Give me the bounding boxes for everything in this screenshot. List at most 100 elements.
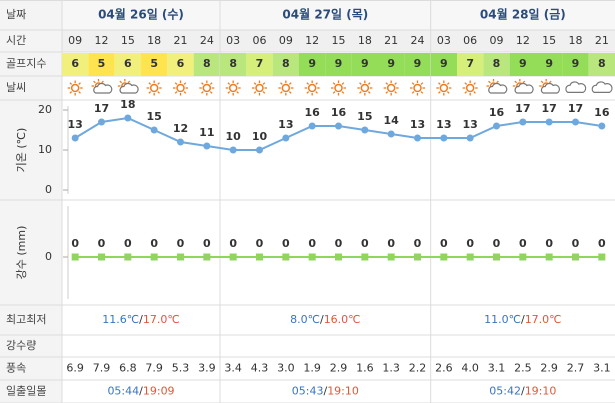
time-label: 12 <box>305 34 319 47</box>
data-label: 18 <box>120 98 135 111</box>
separator: / <box>139 313 143 326</box>
time-label: 03 <box>437 34 451 47</box>
sun <box>386 83 396 93</box>
sun-ray <box>127 80 131 84</box>
y-tick-label: 10 <box>38 143 52 156</box>
sun-ray <box>341 82 345 85</box>
sun-ray <box>157 91 160 94</box>
golf-cell <box>430 53 457 76</box>
golf-cell <box>457 53 484 76</box>
time-label: 21 <box>384 34 398 47</box>
wind-speed: 1.9 <box>303 362 321 375</box>
time-label: 18 <box>358 34 372 47</box>
point <box>387 130 395 138</box>
day-header: 04월 27일 (목) <box>282 7 368 22</box>
sun-ray <box>540 80 544 84</box>
point <box>177 253 184 261</box>
data-label: 0 <box>519 237 527 250</box>
wind-speed: 6.9 <box>66 362 84 375</box>
sun-ray <box>306 91 310 94</box>
sun-ray <box>522 80 526 84</box>
golf-cell <box>483 53 510 76</box>
sun-ray <box>119 80 123 84</box>
data-label: 0 <box>177 237 185 250</box>
data-label: 17 <box>542 102 557 115</box>
data-label: 16 <box>594 106 610 119</box>
sun-ray <box>227 91 231 94</box>
data-label: 17 <box>515 102 530 115</box>
golf-cell <box>114 53 141 76</box>
wind-speed: 4.3 <box>251 362 269 375</box>
point <box>414 253 421 261</box>
sun-ray <box>420 91 424 94</box>
y-tick-label: 0 <box>45 183 52 196</box>
sun-ray <box>438 82 441 85</box>
time-label: 15 <box>121 34 135 47</box>
sun-ray <box>359 82 362 85</box>
golf-index: 7 <box>256 57 264 70</box>
data-label: 0 <box>572 237 580 250</box>
data-label: 12 <box>173 122 188 135</box>
sun <box>70 83 80 93</box>
sun-ray <box>446 82 450 85</box>
data-label: 0 <box>466 237 474 250</box>
sun-ray <box>394 82 397 85</box>
min-max-temp: 11.6℃/17.0℃ <box>102 313 179 326</box>
data-label: 0 <box>124 237 132 250</box>
wind-speed: 6.8 <box>119 362 137 375</box>
sun-ray <box>78 91 81 94</box>
sunrise: 05:42 <box>489 385 521 398</box>
data-label: 17 <box>94 102 109 115</box>
point <box>335 122 342 130</box>
sunrise-sunset: 05:43/19:10 <box>292 385 359 398</box>
max-temp: 17.0℃ <box>525 313 562 326</box>
header-bg <box>62 0 615 30</box>
point <box>256 146 263 154</box>
point <box>335 253 342 261</box>
golf-index: 9 <box>308 57 316 70</box>
sun-ray <box>253 82 257 85</box>
golf-index: 8 <box>229 57 237 70</box>
golf-cell <box>141 53 168 76</box>
data-label: 0 <box>282 237 290 250</box>
y-axis-label: 강수 (mm) <box>15 226 28 280</box>
sun-ray <box>385 91 389 94</box>
golf-cell <box>299 53 326 76</box>
golf-index: 9 <box>572 57 580 70</box>
row-label: 최고최저 <box>6 313 46 326</box>
sun <box>413 83 422 93</box>
data-label: 0 <box>203 237 211 250</box>
golf-cell <box>220 53 247 76</box>
min-temp: 11.6℃ <box>102 313 139 326</box>
sun-ray <box>438 91 441 94</box>
golf-index: 6 <box>71 57 79 70</box>
day-header: 04월 26일 (수) <box>98 7 184 22</box>
golf-cell <box>272 53 299 76</box>
data-label: 0 <box>414 237 422 250</box>
golf-index: 7 <box>466 57 474 70</box>
golf-index: 8 <box>598 57 606 70</box>
min-temp: 8.0℃ <box>290 313 320 326</box>
golf-cell <box>588 53 615 76</box>
sun-ray <box>332 91 336 94</box>
sun-ray <box>236 82 239 85</box>
point <box>308 122 316 130</box>
golf-index: 8 <box>282 57 290 70</box>
sun <box>255 83 264 93</box>
golf-cell <box>193 53 220 76</box>
sun-ray <box>411 91 415 94</box>
sun-ray <box>280 91 283 94</box>
label-column-bg <box>0 0 62 403</box>
sun-ray <box>209 82 213 85</box>
sun-ray <box>93 80 96 84</box>
row-label: 일출일몰 <box>6 384 46 398</box>
data-label: 14 <box>384 114 400 127</box>
min-max-temp: 11.0℃/17.0℃ <box>484 313 561 326</box>
wind-speed: 3.1 <box>488 362 506 375</box>
point <box>572 118 579 126</box>
day-header: 04월 28일 (금) <box>480 7 566 22</box>
data-label: 0 <box>150 237 158 250</box>
point <box>493 253 500 261</box>
time-label: 21 <box>174 34 188 47</box>
point <box>519 253 527 261</box>
